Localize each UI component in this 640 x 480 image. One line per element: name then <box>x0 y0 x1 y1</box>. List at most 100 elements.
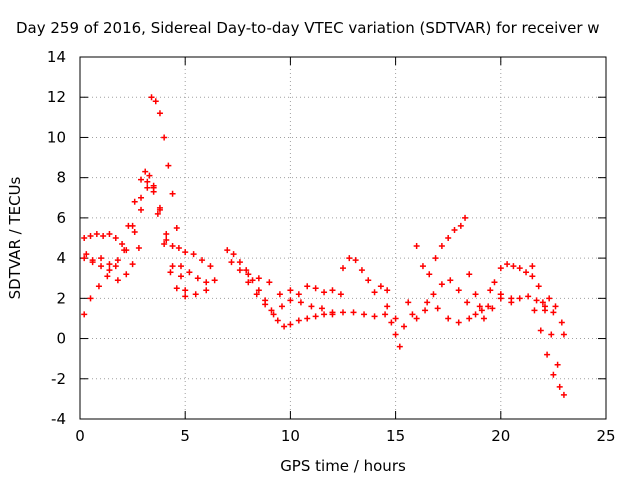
data-point <box>497 291 504 298</box>
data-point <box>445 235 452 241</box>
x-tick-label: 25 <box>596 427 615 445</box>
y-tick-label: 4 <box>56 249 66 267</box>
data-point <box>131 228 138 235</box>
data-points <box>81 94 567 398</box>
data-point <box>253 291 260 298</box>
data-point <box>123 271 130 278</box>
data-point <box>466 271 473 278</box>
data-point <box>236 259 243 266</box>
data-point <box>455 287 462 294</box>
data-point <box>106 230 113 237</box>
data-point <box>182 293 189 300</box>
y-tick-label: 8 <box>56 169 66 187</box>
data-point <box>531 307 538 314</box>
data-point <box>243 267 250 274</box>
data-point <box>230 251 237 258</box>
data-point <box>552 303 559 310</box>
data-point <box>255 275 262 282</box>
data-point <box>152 98 159 105</box>
data-point <box>274 317 281 324</box>
axis-ticks <box>79 56 607 420</box>
data-point <box>535 283 542 290</box>
data-point <box>430 291 437 298</box>
data-point <box>144 178 151 185</box>
data-point <box>445 315 452 322</box>
data-point <box>392 315 399 322</box>
data-point <box>106 261 113 268</box>
data-point <box>478 307 485 314</box>
data-point <box>295 317 302 324</box>
data-point <box>173 224 180 231</box>
data-point <box>558 319 565 326</box>
x-tick-labels: 0 5 10 15 20 25 <box>75 427 615 445</box>
data-point <box>340 265 346 272</box>
data-point <box>295 291 302 298</box>
data-point <box>255 287 262 294</box>
data-point <box>455 319 462 326</box>
y-axis-label: SDTVAR / TECUs <box>6 176 24 299</box>
data-point <box>516 295 523 302</box>
data-point <box>533 297 540 304</box>
data-point <box>81 235 88 241</box>
y-tick-labels: -4 -2 0 2 4 6 8 10 12 14 <box>47 48 66 428</box>
data-point <box>100 232 107 239</box>
data-point <box>424 299 431 306</box>
data-point <box>203 287 210 294</box>
data-point <box>318 305 325 312</box>
data-point <box>504 261 511 268</box>
data-point <box>480 315 487 322</box>
data-point <box>523 269 530 276</box>
data-point <box>529 273 536 280</box>
data-point <box>150 184 157 191</box>
data-point <box>81 255 88 262</box>
data-point <box>550 371 557 378</box>
data-point <box>546 295 553 302</box>
data-point <box>156 110 163 117</box>
data-point <box>529 263 536 270</box>
data-point <box>106 267 113 274</box>
data-point <box>541 307 548 314</box>
data-point <box>392 331 399 338</box>
x-tick-label: 0 <box>75 427 85 445</box>
data-point <box>550 309 557 316</box>
data-point <box>156 204 163 211</box>
data-point <box>236 267 243 274</box>
y-tick-label: 6 <box>56 209 66 227</box>
data-point <box>112 263 119 270</box>
x-tick-label: 5 <box>180 427 190 445</box>
data-point <box>304 283 311 290</box>
data-point <box>544 351 551 358</box>
data-point <box>405 299 412 306</box>
x-tick-label: 20 <box>491 427 510 445</box>
data-point <box>548 331 555 338</box>
data-point <box>138 206 145 213</box>
data-point <box>413 315 420 322</box>
data-point <box>163 230 170 237</box>
data-point <box>472 291 479 298</box>
data-point <box>312 285 319 292</box>
x-tick-label: 15 <box>386 427 405 445</box>
data-point <box>308 303 315 310</box>
data-point <box>81 311 88 318</box>
data-point <box>434 305 441 312</box>
y-tick-label: -2 <box>51 370 66 388</box>
data-point <box>321 311 328 318</box>
data-point <box>112 235 119 241</box>
data-point <box>135 245 142 252</box>
data-point <box>539 299 546 306</box>
data-point <box>485 303 492 310</box>
data-point <box>365 277 372 284</box>
data-point <box>396 343 403 350</box>
data-point <box>476 303 483 310</box>
data-point <box>89 257 96 264</box>
data-point <box>169 263 176 270</box>
data-point <box>304 315 311 322</box>
data-point <box>177 273 184 280</box>
data-point <box>371 313 378 320</box>
data-point <box>297 299 304 306</box>
data-point <box>281 323 288 330</box>
data-point <box>262 301 269 308</box>
data-point <box>138 176 145 183</box>
plot-frame <box>79 56 607 420</box>
data-point <box>165 162 172 169</box>
